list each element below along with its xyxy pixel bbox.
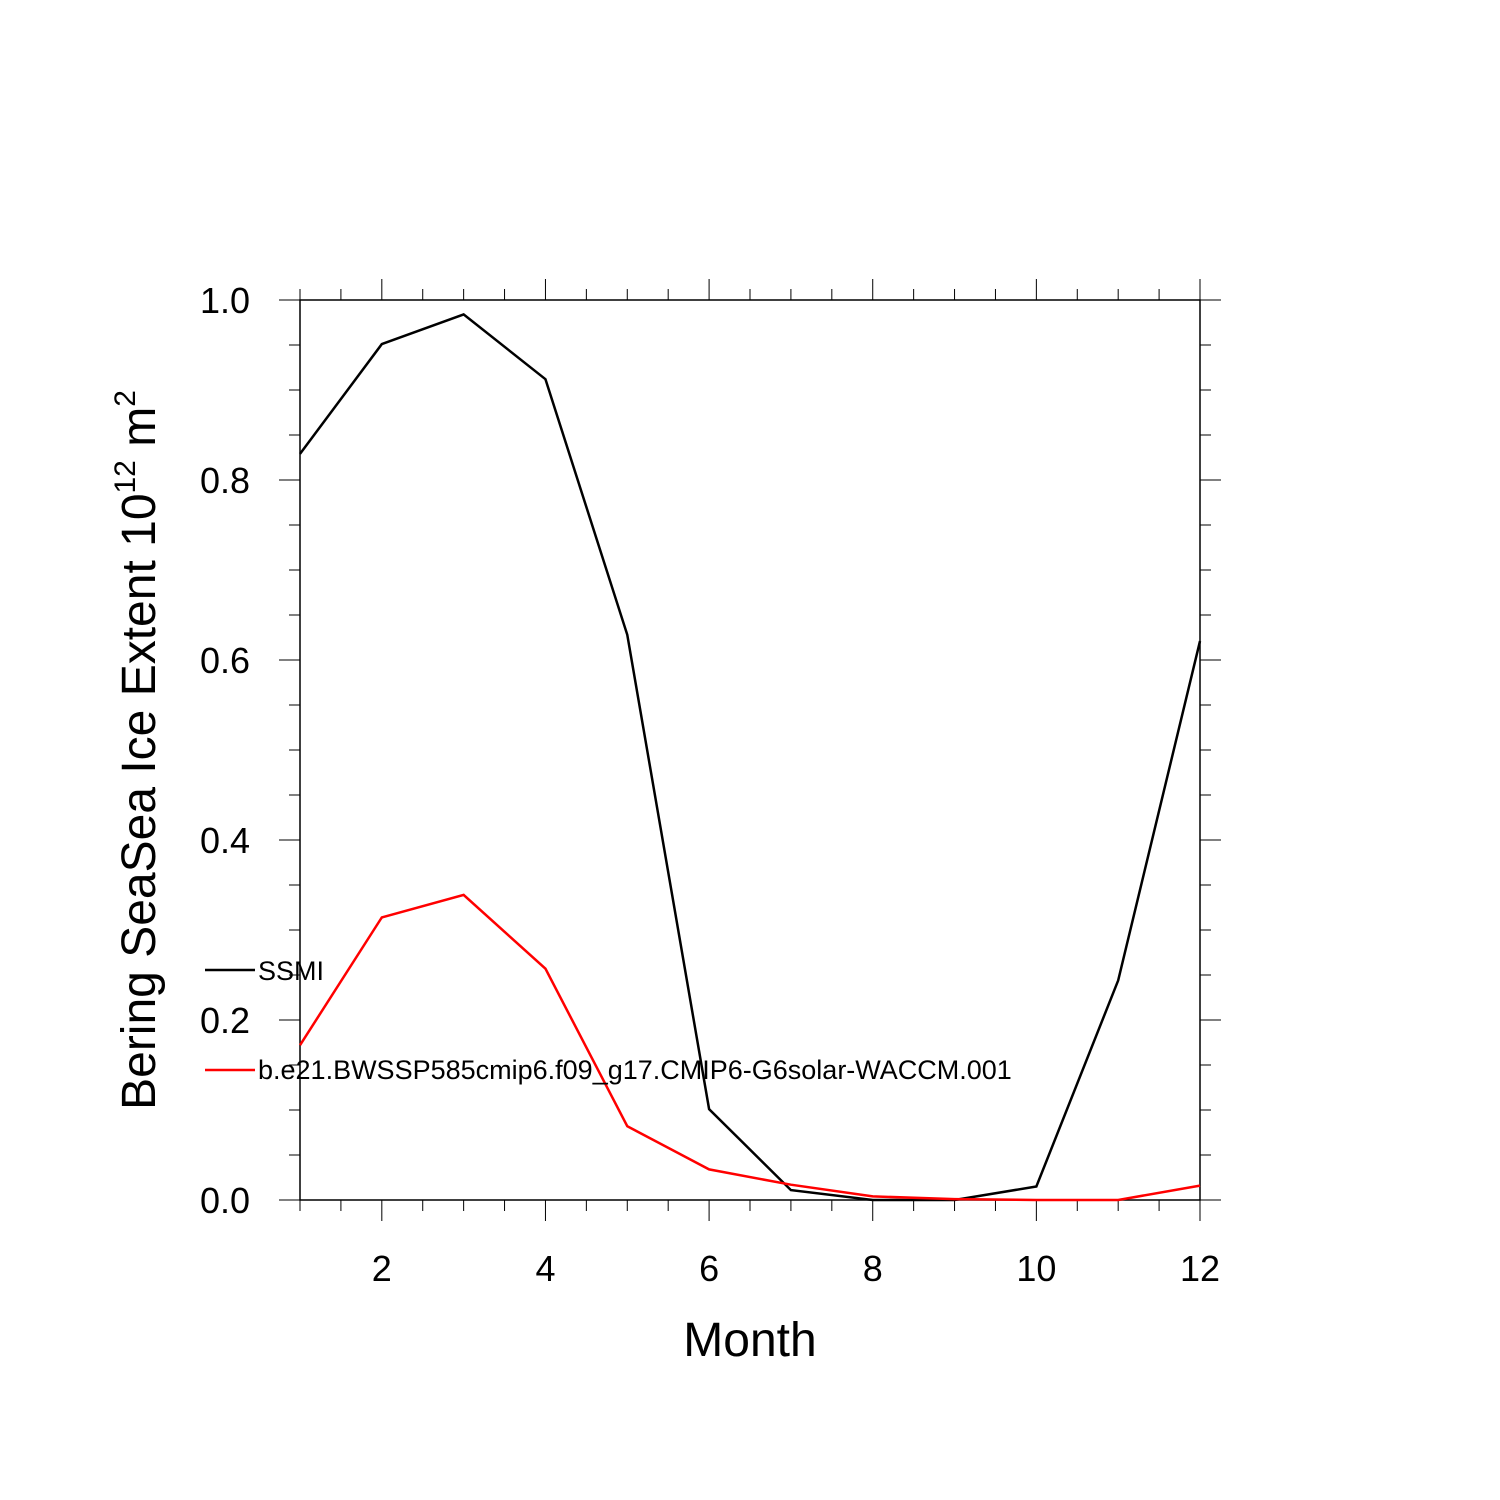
axis-ticks (279, 279, 1221, 1221)
legend: SSMI b.e21.BWSSP585cmip6.f09_g17.CMIP6-G… (205, 956, 1012, 1085)
series-lines (298, 312, 1202, 1202)
y-axis-title: Bering SeaSea Ice Extent 1012 m2 (109, 390, 166, 1110)
x-tick-label: 4 (535, 1248, 555, 1289)
legend-label-ssmi: SSMI (258, 956, 324, 986)
y-tick-label: 0.8 (200, 460, 250, 501)
legend-label-model: b.e21.BWSSP585cmip6.f09_g17.CMIP6-G6sola… (258, 1055, 1012, 1085)
x-tick-label: 2 (372, 1248, 392, 1289)
y-tick-label: 0.6 (200, 640, 250, 681)
x-tick-label: 10 (1016, 1248, 1056, 1289)
y-tick-label: 0.2 (200, 1000, 250, 1041)
y-tick-label: 1.0 (200, 280, 250, 321)
series-line-ssmi (298, 312, 1202, 1202)
y-tick-label: 0.4 (200, 820, 250, 861)
x-tick-label: 8 (863, 1248, 883, 1289)
x-tick-label: 12 (1180, 1248, 1220, 1289)
series-line-model (298, 893, 1201, 1202)
x-tick-label: 6 (699, 1248, 719, 1289)
y-tick-labels: 0.0 0.2 0.4 0.6 0.8 1.0 (200, 280, 250, 1221)
y-tick-label: 0.0 (200, 1180, 250, 1221)
x-tick-labels: 2 4 6 8 10 12 (372, 1248, 1220, 1289)
x-axis-title: Month (683, 1314, 816, 1367)
